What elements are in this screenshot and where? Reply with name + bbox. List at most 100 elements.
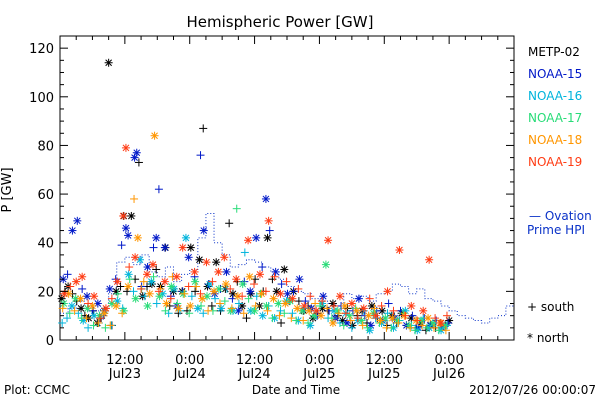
north-point bbox=[172, 272, 181, 281]
south-point bbox=[244, 294, 253, 303]
south-point bbox=[94, 318, 103, 327]
point-stroke bbox=[396, 246, 403, 254]
south-point bbox=[268, 314, 277, 323]
point-stroke bbox=[72, 295, 80, 303]
point-stroke bbox=[239, 280, 247, 288]
north-point bbox=[340, 301, 349, 310]
x-tick-label-date: Jul25 bbox=[367, 367, 400, 382]
south-point bbox=[95, 314, 104, 323]
south-point bbox=[263, 306, 272, 315]
legend-entry: NOAA-18 bbox=[528, 133, 582, 147]
north-point bbox=[162, 299, 171, 308]
north-point bbox=[335, 292, 344, 301]
ovation-line bbox=[60, 213, 514, 324]
point-stroke bbox=[355, 295, 363, 303]
x-tick-label-time: 0:00 bbox=[435, 353, 464, 368]
south-point bbox=[394, 318, 403, 327]
data-points bbox=[57, 58, 454, 335]
ovation-label-line1: — Ovation bbox=[529, 209, 592, 223]
point-stroke bbox=[425, 256, 433, 264]
north-point bbox=[184, 253, 193, 262]
north-point bbox=[133, 233, 142, 242]
north-point bbox=[214, 267, 223, 276]
point-stroke bbox=[256, 270, 264, 278]
point-stroke bbox=[272, 268, 280, 276]
north-point bbox=[113, 277, 122, 286]
south-point bbox=[413, 316, 422, 325]
point-stroke bbox=[72, 278, 80, 285]
north-point bbox=[244, 236, 253, 245]
south-point bbox=[152, 299, 161, 308]
south-point bbox=[384, 299, 393, 308]
point-stroke bbox=[187, 244, 195, 251]
south-point bbox=[139, 277, 148, 286]
point-stroke bbox=[365, 312, 372, 320]
north-point bbox=[217, 304, 226, 313]
point-stroke bbox=[119, 212, 127, 220]
north-point bbox=[221, 280, 230, 289]
south-point bbox=[288, 309, 297, 318]
y-tick-label: 0 bbox=[46, 334, 54, 349]
point-stroke bbox=[222, 280, 230, 288]
footer-plot-credit: Plot: CCMC bbox=[4, 383, 70, 397]
north-point bbox=[246, 287, 255, 296]
x-tick-label-time: 12:00 bbox=[366, 353, 403, 368]
axes: 02040608010012012:00Jul230:00Jul2412:00J… bbox=[29, 36, 515, 382]
south-point bbox=[65, 309, 74, 318]
south-point bbox=[58, 304, 67, 313]
south-point bbox=[330, 301, 339, 310]
north-point bbox=[78, 272, 87, 281]
south-point bbox=[137, 284, 146, 293]
north-point bbox=[261, 194, 270, 203]
point-stroke bbox=[407, 302, 415, 310]
point-stroke bbox=[133, 149, 141, 157]
north-point bbox=[250, 306, 259, 315]
north-point bbox=[328, 318, 337, 327]
point-stroke bbox=[217, 305, 225, 312]
point-stroke bbox=[134, 234, 142, 242]
point-stroke bbox=[322, 261, 330, 268]
point-stroke bbox=[146, 290, 154, 298]
point-stroke bbox=[151, 132, 158, 140]
point-stroke bbox=[125, 270, 132, 278]
point-stroke bbox=[105, 59, 112, 67]
south-point bbox=[134, 158, 143, 167]
south-point bbox=[154, 287, 163, 296]
south-point bbox=[406, 323, 415, 332]
point-stroke bbox=[149, 261, 157, 268]
south-point bbox=[261, 287, 270, 296]
south-point bbox=[282, 277, 291, 286]
south-point bbox=[430, 323, 439, 332]
point-stroke bbox=[280, 266, 288, 273]
north-point bbox=[300, 301, 309, 310]
north-point bbox=[124, 282, 133, 291]
south-point bbox=[70, 306, 79, 315]
point-stroke bbox=[90, 312, 98, 320]
north-point bbox=[352, 306, 361, 315]
south-point bbox=[149, 243, 158, 252]
south-point bbox=[227, 304, 236, 313]
north-point bbox=[257, 289, 266, 298]
point-stroke bbox=[122, 144, 130, 152]
point-stroke bbox=[127, 212, 135, 220]
point-stroke bbox=[329, 319, 337, 327]
point-stroke bbox=[282, 300, 289, 307]
south-point bbox=[173, 299, 182, 308]
south-point bbox=[152, 265, 161, 274]
point-stroke bbox=[108, 300, 116, 307]
point-stroke bbox=[346, 312, 354, 320]
south-point bbox=[226, 284, 235, 293]
point-stroke bbox=[173, 273, 181, 281]
legend-entry: METP-02 bbox=[528, 45, 580, 59]
north-point bbox=[143, 270, 152, 279]
point-stroke bbox=[232, 275, 240, 283]
south-point bbox=[280, 309, 289, 318]
north-point bbox=[425, 255, 434, 264]
north-point bbox=[255, 270, 264, 279]
point-stroke bbox=[264, 234, 271, 242]
x-tick-label-date: Jul24 bbox=[173, 367, 206, 382]
north-point bbox=[232, 275, 241, 284]
x-tick-label-date: Jul24 bbox=[237, 367, 270, 382]
x-axis-label: Date and Time bbox=[252, 383, 340, 397]
south-point bbox=[304, 318, 313, 327]
